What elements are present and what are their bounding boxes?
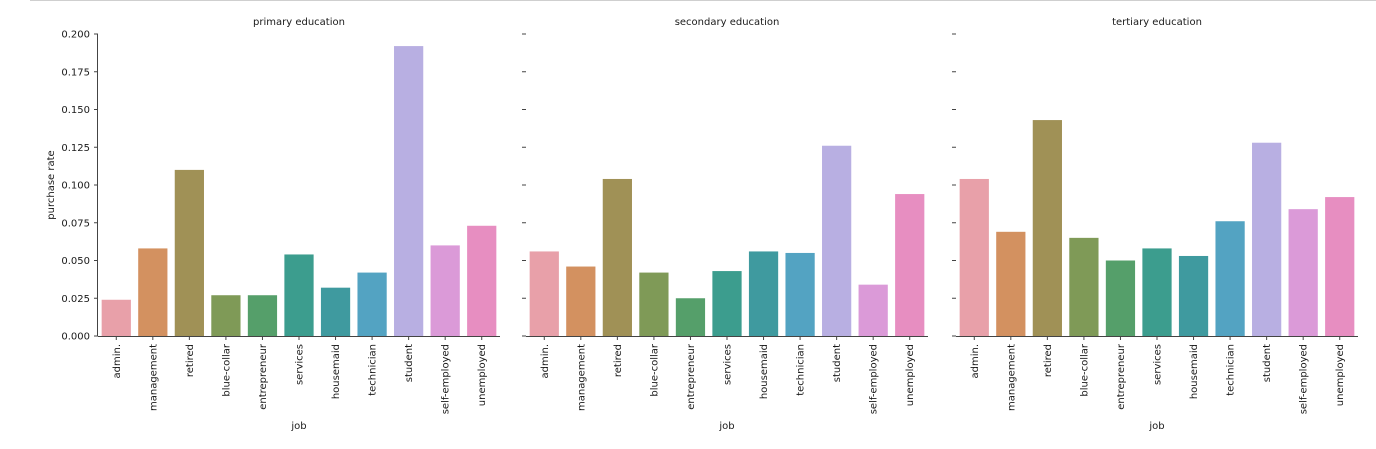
x-tick-label: housemaid <box>331 344 342 399</box>
bar-admin <box>101 299 131 336</box>
x-tick-label: blue-collar <box>221 343 232 397</box>
x-axis-label: job <box>290 421 306 432</box>
bar-bluecollar <box>211 295 241 336</box>
bar-services <box>284 254 314 336</box>
x-tick-label: unemployed <box>1335 344 1346 406</box>
x-tick-label: admin. <box>540 344 551 379</box>
x-tick-label: technician <box>1226 344 1237 396</box>
bar-selfemployed <box>858 284 888 336</box>
x-axis-label: job <box>1148 421 1164 432</box>
y-tick-label: 0.075 <box>61 218 90 229</box>
x-tick-label: services <box>1153 344 1164 385</box>
top-border <box>30 0 1376 1</box>
bar-services <box>712 271 742 336</box>
x-tick-label: admin. <box>970 344 981 379</box>
x-tick-label: management <box>148 344 159 411</box>
bar-entrepreneur <box>1105 260 1136 336</box>
y-tick-label: 0.100 <box>61 181 90 192</box>
panel-title: tertiary education <box>1112 17 1202 28</box>
x-tick-label: retired <box>185 344 196 377</box>
x-tick-label: housemaid <box>1189 344 1200 399</box>
y-tick-label: 0.125 <box>61 143 90 154</box>
x-tick-label: management <box>1006 344 1017 411</box>
y-tick-label: 0.000 <box>61 332 90 343</box>
bar-bluecollar <box>1069 237 1099 336</box>
x-tick-label: technician <box>368 344 379 396</box>
panel-title: primary education <box>253 17 345 28</box>
y-tick-label: 0.175 <box>61 67 90 78</box>
panel-title: secondary education <box>675 17 780 28</box>
x-tick-label: unemployed <box>905 344 916 406</box>
bar-management <box>996 231 1026 336</box>
bar-unemployed <box>467 225 497 336</box>
x-tick-label: retired <box>1043 344 1054 377</box>
x-tick-label: entrepreneur <box>686 343 697 410</box>
x-tick-label: services <box>295 344 306 385</box>
y-tick-label: 0.050 <box>61 256 90 267</box>
bar-admin <box>959 178 989 336</box>
x-tick-label: self-employed <box>1299 344 1310 414</box>
x-tick-label: entrepreneur <box>1116 343 1127 410</box>
bar-unemployed <box>895 194 925 336</box>
x-tick-label: student <box>404 344 415 382</box>
bar-selfemployed <box>1288 209 1318 336</box>
bar-student <box>394 46 424 337</box>
x-tick-label: management <box>576 344 587 411</box>
x-tick-label: admin. <box>112 344 123 379</box>
y-tick-label: 0.025 <box>61 294 90 305</box>
bar-technician <box>1215 221 1245 336</box>
x-tick-label: student <box>832 344 843 382</box>
bar-housemaid <box>748 251 779 336</box>
x-tick-label: self-employed <box>441 344 452 414</box>
bar-services <box>1142 248 1172 336</box>
x-tick-label: blue-collar <box>1079 343 1090 397</box>
bar-selfemployed <box>430 245 460 336</box>
y-tick-label: 0.200 <box>61 30 90 41</box>
bar-technician <box>785 252 815 336</box>
bar-retired <box>602 178 632 336</box>
bar-management <box>138 248 168 336</box>
bar-admin <box>529 251 559 336</box>
bar-student <box>822 145 852 336</box>
x-tick-label: unemployed <box>477 344 488 406</box>
x-tick-label: services <box>723 344 734 385</box>
y-axis-label: purchase rate <box>46 150 57 219</box>
panel-0: primary education 0.000 0.025 0.050 0.075 0.1… <box>61 17 500 432</box>
x-axis-label: job <box>718 421 734 432</box>
x-tick-label: housemaid <box>759 344 770 399</box>
x-tick-label: retired <box>613 344 624 377</box>
bar-bluecollar <box>639 272 669 336</box>
bar-technician <box>357 272 387 336</box>
x-tick-label: self-employed <box>869 344 880 414</box>
panel-1: secondary education admin. management retir… <box>522 17 928 432</box>
x-tick-label: student <box>1262 344 1273 382</box>
x-tick-label: blue-collar <box>649 343 660 397</box>
bar-unemployed <box>1325 197 1355 336</box>
x-tick-label: entrepreneur <box>258 343 269 410</box>
bar-entrepreneur <box>675 298 706 336</box>
panel-2: tertiary education admin. management retire… <box>952 17 1358 432</box>
bar-retired <box>174 169 204 336</box>
x-tick-label: technician <box>796 344 807 396</box>
bar-student <box>1252 142 1282 336</box>
bar-management <box>566 266 596 336</box>
y-tick-label: 0.150 <box>61 105 90 116</box>
bar-housemaid <box>1178 255 1209 336</box>
bar-retired <box>1032 120 1062 336</box>
bar-entrepreneur <box>247 295 278 336</box>
bar-housemaid <box>320 287 351 336</box>
